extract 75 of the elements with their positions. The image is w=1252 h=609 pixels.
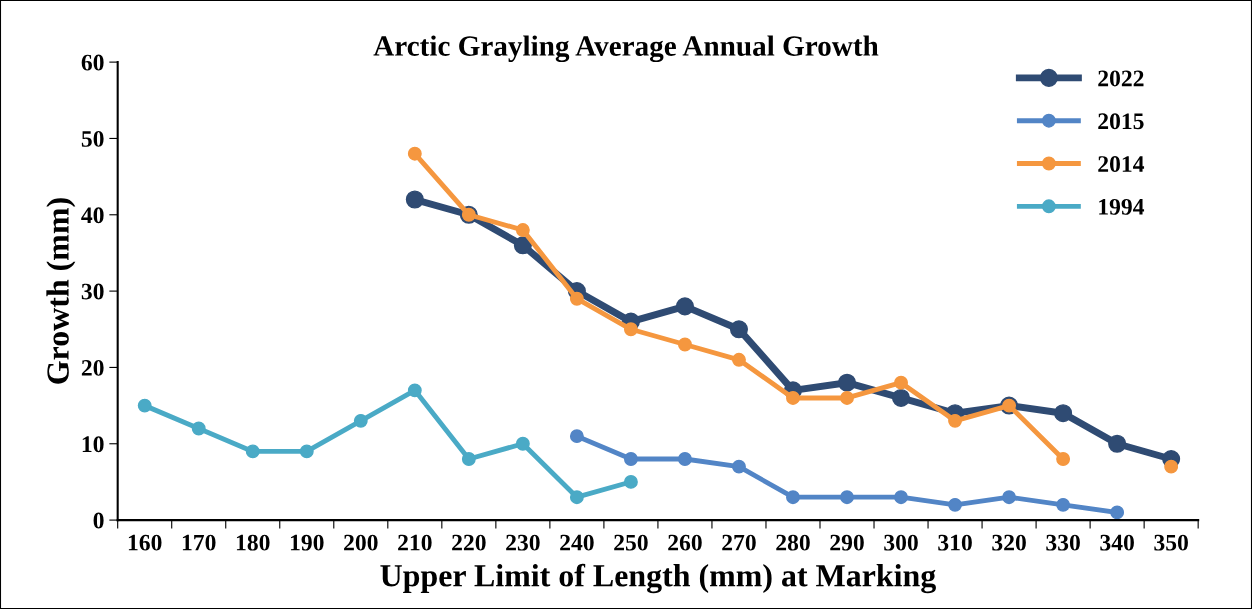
legend-label: 2014	[1098, 156, 1145, 172]
x-tick-label: 340	[1100, 534, 1134, 551]
x-axis-title: Upper Limit of Length (mm) at Marking	[380, 563, 936, 594]
x-tick-label: 190	[290, 534, 324, 551]
chart-title: Arctic Grayling Average Annual Growth	[373, 35, 879, 63]
legend-label: 2015	[1098, 113, 1144, 130]
point	[623, 452, 638, 466]
point	[677, 452, 692, 466]
point	[892, 388, 911, 407]
point	[623, 474, 638, 489]
point	[191, 421, 206, 436]
y-tick-label: 20	[81, 359, 104, 376]
x-tick-label: 170	[182, 534, 216, 551]
point	[407, 383, 422, 398]
point	[515, 223, 530, 237]
point	[786, 391, 800, 405]
point	[729, 320, 748, 339]
x-tick-label: 180	[236, 534, 270, 551]
y-tick-label: 30	[81, 283, 104, 300]
point	[1002, 490, 1017, 505]
x-tick-label: 250	[614, 534, 648, 551]
legend-label: 1994	[1099, 198, 1145, 215]
y-tick-label: 40	[81, 207, 104, 224]
x-tick-label: 330	[1046, 534, 1080, 551]
point	[948, 413, 963, 428]
point	[1054, 404, 1073, 423]
x-tick-label: 320	[992, 534, 1026, 551]
x-tick-label: 200	[344, 534, 378, 551]
point	[840, 391, 854, 405]
point	[677, 337, 692, 352]
point	[407, 146, 422, 161]
point	[732, 459, 746, 474]
point	[245, 444, 260, 459]
point	[732, 352, 746, 367]
y-tick-label: 50	[81, 130, 104, 147]
point	[837, 373, 857, 392]
point	[675, 297, 694, 316]
point	[569, 429, 584, 444]
point	[461, 452, 476, 466]
point	[894, 490, 908, 505]
point	[513, 236, 532, 255]
point	[299, 444, 314, 459]
point	[515, 436, 530, 451]
y-axis-title: Growth (mm)	[46, 198, 76, 384]
x-tick-label: 210	[398, 534, 432, 551]
x-tick-label: 270	[722, 534, 756, 551]
point	[137, 398, 152, 413]
legend-label: 2022	[1098, 70, 1144, 87]
point	[894, 375, 908, 390]
point	[569, 291, 584, 306]
x-tick-label: 290	[830, 534, 864, 551]
y-tick-label: 60	[81, 54, 104, 71]
point	[948, 497, 963, 512]
x-tick-label: 310	[938, 534, 972, 551]
point	[405, 190, 424, 209]
y-tick-label: 10	[82, 436, 104, 453]
x-tick-label: 230	[506, 534, 540, 551]
point	[786, 490, 800, 505]
point	[1110, 505, 1125, 520]
x-tick-label: 280	[776, 534, 810, 551]
x-tick-label: 220	[452, 534, 486, 551]
point	[623, 322, 638, 337]
point	[1108, 434, 1127, 453]
x-tick-label: 350	[1154, 534, 1188, 551]
x-tick-label: 260	[668, 534, 702, 551]
point	[1056, 497, 1071, 512]
x-tick-label: 240	[560, 534, 594, 551]
point	[1056, 452, 1071, 466]
point	[1164, 459, 1179, 474]
point	[840, 490, 854, 505]
point	[569, 490, 584, 505]
x-tick-label: 160	[128, 534, 162, 551]
y-tick-label: 0	[93, 512, 104, 529]
x-tick-label: 300	[884, 534, 918, 551]
point	[353, 413, 368, 428]
